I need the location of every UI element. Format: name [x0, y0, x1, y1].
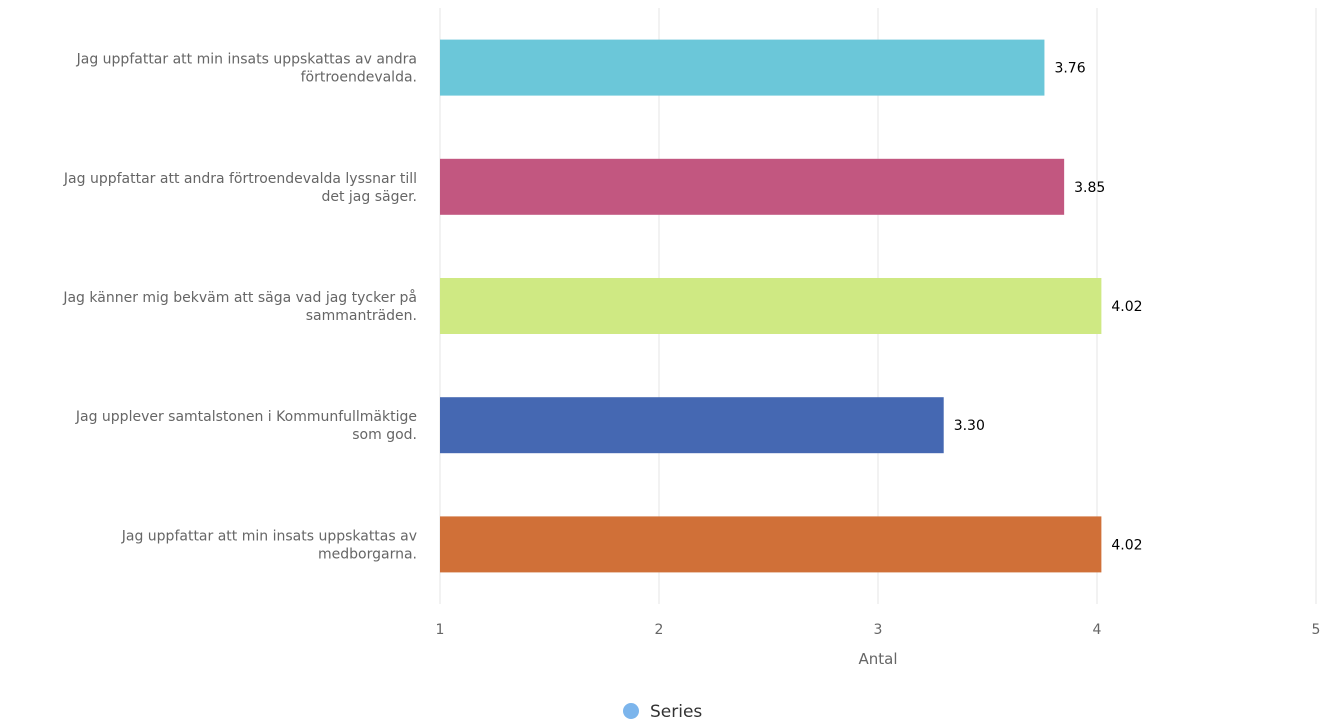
- category-label: Jag uppfattar att min insats uppskattas …: [76, 52, 417, 68]
- category-labels: Jag uppfattar att min insats uppskattas …: [62, 52, 417, 563]
- bar[interactable]: [440, 516, 1102, 573]
- x-tick-label: 1: [436, 622, 445, 638]
- bar[interactable]: [440, 397, 944, 454]
- x-tick-label: 4: [1093, 622, 1102, 638]
- x-axis-ticks: 1 2 3 4 5: [436, 622, 1321, 638]
- x-tick-label: 3: [874, 622, 883, 638]
- category-label: som god.: [352, 427, 417, 443]
- bar[interactable]: [440, 158, 1065, 215]
- bars: [440, 39, 1102, 573]
- category-label: medborgarna.: [318, 546, 417, 562]
- category-label: Jag uppfattar att min insats uppskattas …: [121, 528, 417, 544]
- x-axis-title: Antal: [858, 650, 897, 668]
- category-label: Jag upplever samtalstonen i Kommunfullmä…: [75, 409, 417, 425]
- data-labels: 3.76 3.85 4.02 3.30 4.02: [954, 61, 1143, 554]
- category-label: sammanträden.: [306, 308, 417, 324]
- legend-item-label[interactable]: Series: [650, 702, 702, 722]
- category-label: Jag känner mig bekväm att säga vad jag t…: [62, 289, 417, 306]
- category-label: förtroendevalda.: [301, 70, 417, 86]
- bar[interactable]: [440, 278, 1102, 334]
- x-tick-label: 2: [655, 622, 664, 638]
- category-label: det jag säger.: [321, 189, 417, 205]
- legend-marker-icon: [623, 703, 639, 719]
- legend[interactable]: Series: [623, 702, 702, 722]
- data-label: 3.76: [1054, 61, 1085, 77]
- data-label: 4.02: [1111, 299, 1142, 315]
- bar[interactable]: [440, 39, 1045, 96]
- data-label: 4.02: [1111, 537, 1142, 553]
- x-tick-label: 5: [1312, 622, 1321, 638]
- data-label: 3.85: [1074, 180, 1105, 196]
- category-label: Jag uppfattar att andra förtroendevalda …: [63, 171, 417, 187]
- data-label: 3.30: [954, 418, 985, 434]
